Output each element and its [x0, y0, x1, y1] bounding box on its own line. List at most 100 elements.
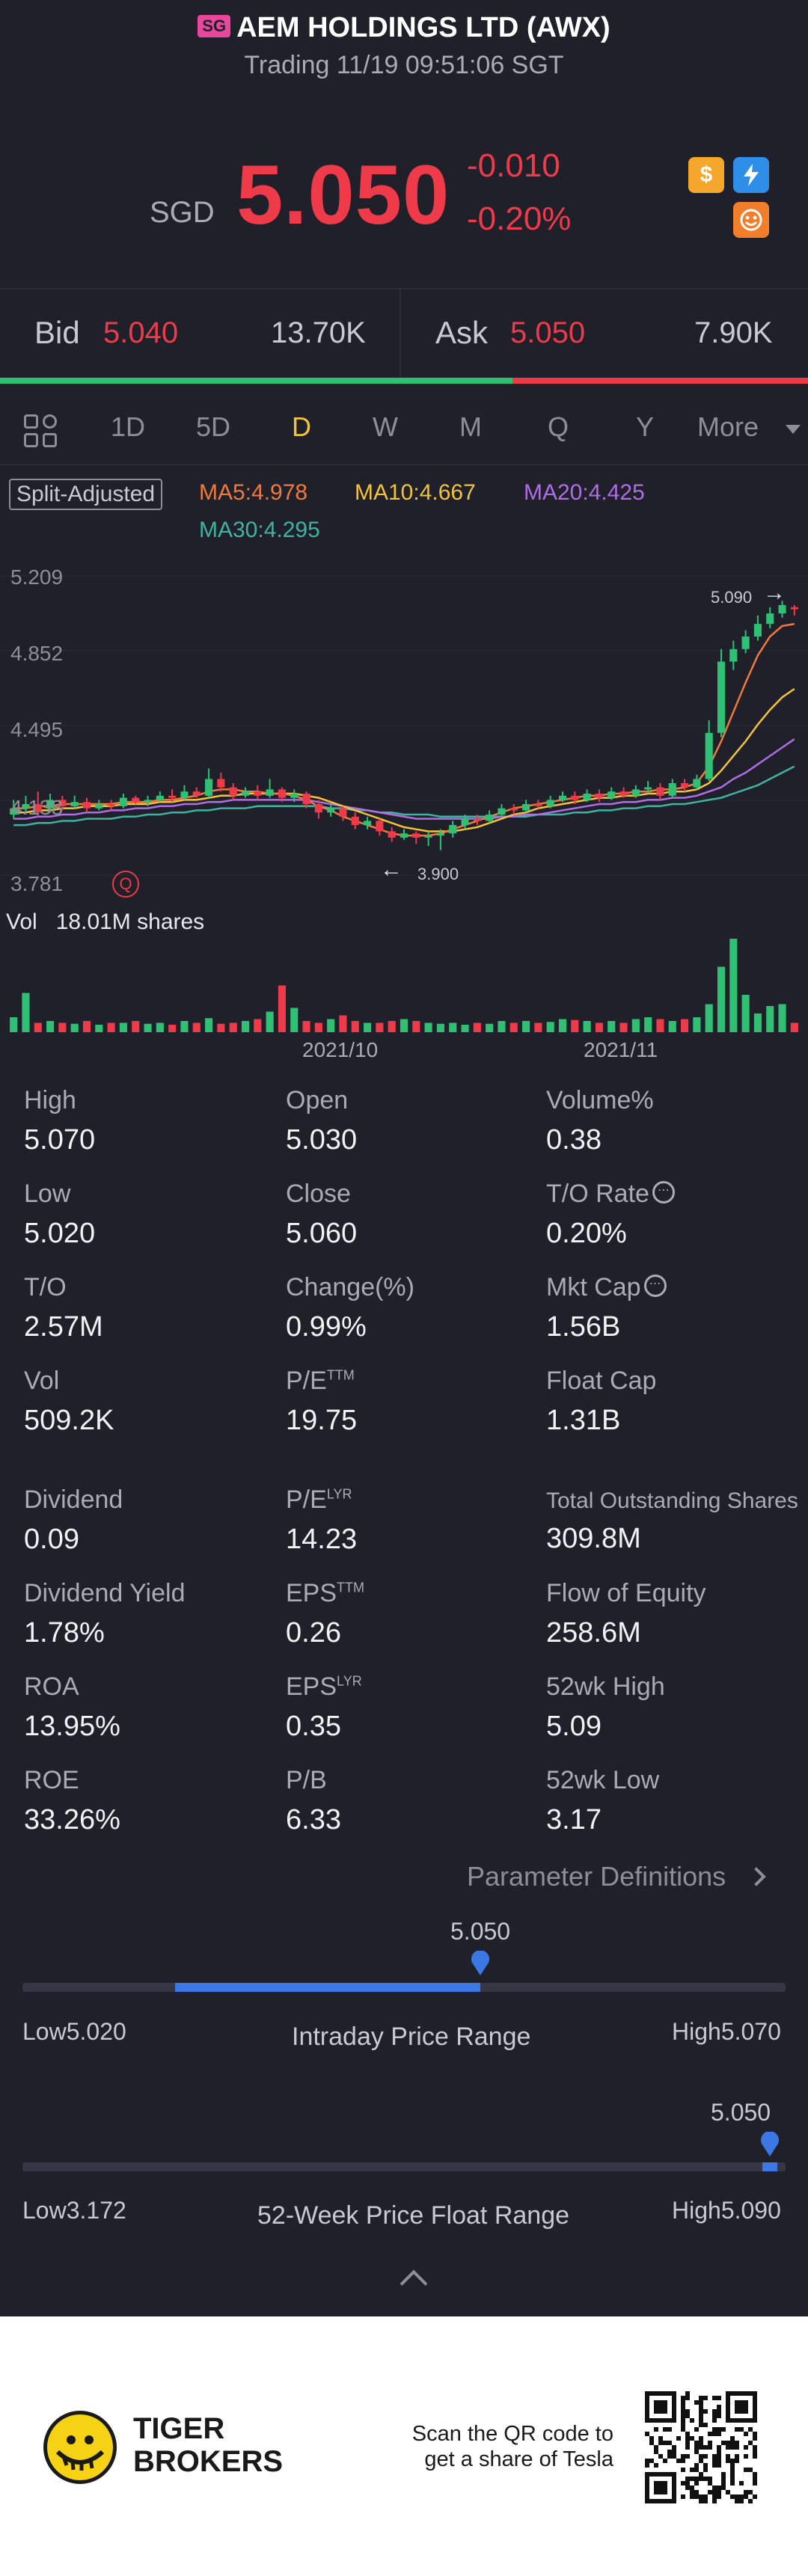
volume-bar: [509, 1022, 518, 1032]
lightning-icon[interactable]: [733, 157, 769, 193]
stat-label: Mkt Cap ⋯: [546, 1273, 667, 1302]
week52-low-label: Low3.172: [22, 2197, 126, 2224]
y-tick-label: 5.209: [10, 565, 64, 589]
chevron-down-icon[interactable]: [786, 425, 801, 434]
stat-value: 1.78%: [24, 1617, 105, 1649]
stat-value: 2.57M: [24, 1311, 103, 1343]
stat-value: 13.95%: [24, 1711, 120, 1742]
stat-high: High 5.070: [24, 1086, 95, 1156]
volume-bar: [70, 1023, 79, 1032]
candle-body: [119, 797, 127, 806]
tab-week[interactable]: W: [373, 411, 398, 442]
ma20-line: [13, 738, 795, 820]
volume-bar: [107, 1022, 115, 1032]
split-adjusted-toggle[interactable]: Split-Adjusted: [9, 479, 163, 510]
candle-body: [509, 808, 518, 811]
scan-prompt: Scan the QR code to get a share of Tesla: [389, 2421, 613, 2472]
volume-bars: [10, 939, 798, 1032]
candle-body: [205, 779, 213, 796]
volume-bar: [314, 1022, 322, 1032]
tab-month[interactable]: M: [459, 411, 482, 442]
volume-bar: [34, 1022, 42, 1032]
volume-bar: [607, 1021, 616, 1032]
volume-bar: [412, 1021, 420, 1032]
stat-label: Volume%: [546, 1086, 654, 1114]
candle-body: [107, 804, 115, 806]
stat-value: 3.17: [546, 1804, 602, 1836]
volume-bar: [583, 1021, 591, 1032]
stat-mkt-cap: Mkt Cap ⋯ 1.56B: [546, 1273, 667, 1343]
candle-body: [400, 833, 408, 838]
y-tick-label: 4.852: [10, 642, 64, 665]
stat-turnover: T/O 2.57M: [24, 1273, 103, 1343]
stat-label: ROE: [24, 1766, 79, 1794]
info-icon[interactable]: ⋯: [652, 1181, 675, 1204]
candle-body: [766, 613, 774, 625]
candle-body: [22, 804, 30, 809]
candle-body: [753, 624, 762, 637]
tab-day[interactable]: D: [292, 411, 311, 442]
stat-label: Low: [24, 1180, 71, 1208]
volume-bar: [82, 1021, 91, 1032]
stat-value: 19.75: [286, 1405, 358, 1436]
stat-label: EPSLYR: [286, 1672, 362, 1702]
candle-body: [656, 787, 664, 796]
chevron-right-icon[interactable]: [747, 1867, 766, 1886]
candle-body: [302, 794, 310, 805]
ma20-label: MA20:4.425: [524, 480, 645, 505]
candle-body: [229, 787, 237, 796]
week52-range-marker: [762, 2162, 777, 2171]
scan-line: get a share of Tesla: [424, 2447, 613, 2471]
candle-body: [156, 795, 164, 800]
volume-bar: [376, 1022, 384, 1032]
brand-line: BROKERS: [133, 2445, 284, 2478]
ask-label: Ask: [435, 315, 489, 350]
candle-body: [241, 791, 250, 796]
tab-year[interactable]: Y: [636, 411, 655, 442]
stat-value: 0.38: [546, 1124, 602, 1156]
week52-range-title: 52-Week Price Float Range: [257, 2201, 570, 2230]
bid-ask-separator: [400, 289, 401, 378]
ma30-line: [13, 765, 795, 827]
stat-label-text: Mkt Cap: [546, 1273, 641, 1301]
stat-value: 5.030: [286, 1124, 358, 1156]
stat-label: Change(%): [286, 1273, 414, 1301]
volume-bar: [498, 1021, 506, 1032]
volume-bar: [132, 1021, 140, 1032]
stat-label: 52wk Low: [546, 1766, 660, 1794]
candle-body: [58, 800, 67, 806]
footer-banner: TIGER BROKERS Scan the QR code to get a …: [0, 2316, 808, 2576]
candlestick-chart[interactable]: [0, 553, 808, 1062]
dollar-icon[interactable]: $: [688, 157, 724, 193]
smiley-icon[interactable]: [733, 202, 769, 238]
grid-layout-icon[interactable]: [24, 414, 58, 449]
stat-label: Dividend Yield: [24, 1579, 186, 1607]
tab-1d[interactable]: 1D: [111, 411, 146, 442]
event-marker-q[interactable]: Q: [112, 871, 139, 898]
brand-name: TIGER BROKERS: [133, 2412, 283, 2478]
candle-body: [180, 791, 189, 798]
info-icon[interactable]: ⋯: [643, 1275, 667, 1298]
stat-label: High: [24, 1086, 76, 1114]
tab-more[interactable]: More: [697, 411, 759, 442]
chevron-up-icon[interactable]: [400, 2269, 428, 2298]
volume-bar: [522, 1021, 530, 1032]
stat-label-sup: TTM: [337, 1580, 365, 1595]
scan-line: Scan the QR code to: [411, 2422, 613, 2446]
volume-bar: [461, 1025, 469, 1032]
candle-body: [607, 791, 616, 798]
stat-value: 0.20%: [546, 1218, 627, 1249]
candle-body: [327, 808, 335, 813]
stat-label: 52wk High: [546, 1672, 665, 1701]
tab-5d[interactable]: 5D: [196, 411, 231, 442]
week52-high-label: High5.090: [672, 2197, 781, 2224]
candle-body: [717, 661, 726, 733]
tab-quarter[interactable]: Q: [548, 411, 569, 442]
tabs-divider: [0, 464, 808, 465]
parameter-definitions-link[interactable]: Parameter Definitions: [467, 1861, 726, 1892]
candle-body: [668, 783, 676, 796]
arrow-right-icon: →: [763, 580, 786, 605]
intraday-high-label: High5.070: [672, 2018, 781, 2045]
stat-roe: ROE 33.26%: [24, 1766, 120, 1836]
candle-body: [266, 789, 274, 796]
